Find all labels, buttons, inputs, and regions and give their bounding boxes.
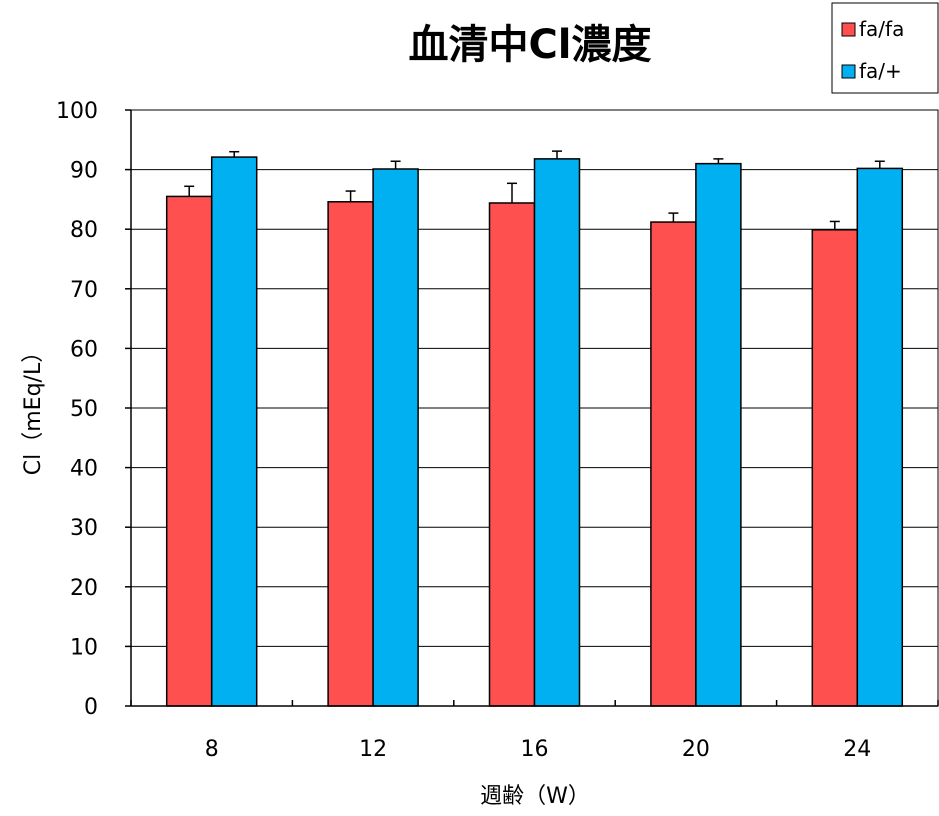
x-tick-label: 20 xyxy=(682,737,710,762)
y-axis-ticks: 0 10 20 30 40 50 60 70 80 90 100 xyxy=(56,99,131,720)
y-tick-label: 30 xyxy=(70,516,98,541)
x-tick-label: 16 xyxy=(521,737,549,762)
bar xyxy=(327,201,374,707)
x-tick-label: 24 xyxy=(843,737,871,762)
legend: fa/fa fa/+ xyxy=(831,2,939,94)
plot-area: 0 10 20 30 40 50 60 70 80 90 100 8 12 16 20 24 xyxy=(56,99,939,762)
bar xyxy=(856,167,904,707)
bar xyxy=(488,202,536,707)
chart-title: 血清中Cl濃度 xyxy=(408,22,651,68)
x-tick-label: 12 xyxy=(359,737,387,762)
y-tick-label: 20 xyxy=(70,576,98,601)
y-axis-label: Cl（mEq/L） xyxy=(21,341,46,475)
legend-swatch-faplus xyxy=(841,64,856,79)
bar xyxy=(210,156,258,707)
y-tick-label: 80 xyxy=(70,218,98,243)
legend-label-faplus: fa/+ xyxy=(859,59,902,83)
bar xyxy=(372,168,419,707)
y-tick-label: 100 xyxy=(56,99,98,124)
y-tick-label: 70 xyxy=(70,278,98,303)
y-tick-label: 50 xyxy=(70,397,98,422)
x-axis-ticks: 8 12 16 20 24 xyxy=(130,700,939,762)
legend-label-fafa: fa/fa xyxy=(859,17,904,41)
bars xyxy=(165,156,904,707)
bar xyxy=(811,229,859,707)
y-tick-label: 10 xyxy=(70,635,98,660)
x-tick-label: 8 xyxy=(205,737,219,762)
x-axis-label: 週齢（W） xyxy=(480,784,590,809)
y-tick-label: 40 xyxy=(70,457,98,482)
y-tick-label: 0 xyxy=(84,695,98,720)
y-tick-label: 60 xyxy=(70,337,98,362)
bar xyxy=(695,162,742,707)
y-tick-label: 90 xyxy=(70,159,98,184)
bar xyxy=(165,195,213,707)
bar xyxy=(650,221,697,707)
bar xyxy=(533,158,581,707)
legend-swatch-fafa xyxy=(841,22,856,37)
error-bars xyxy=(184,150,885,230)
